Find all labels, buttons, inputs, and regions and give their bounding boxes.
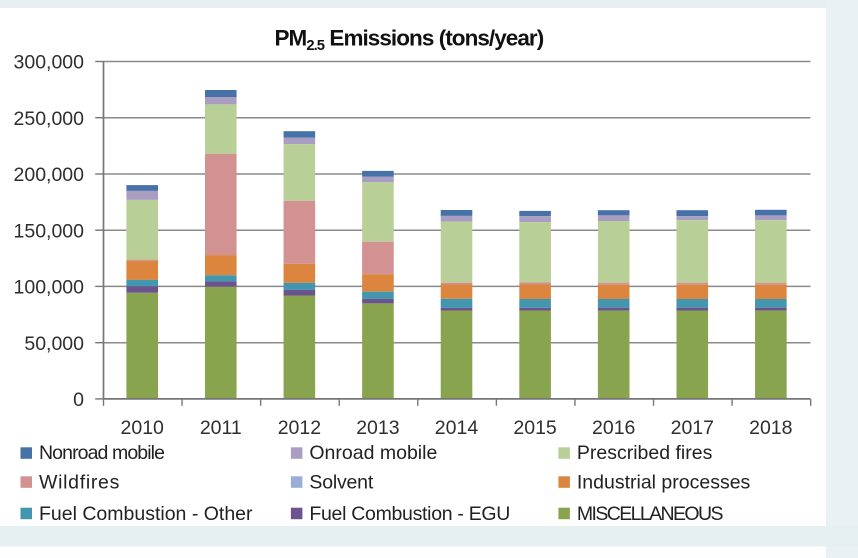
svg-text:Fuel Combustion - Other: Fuel Combustion - Other xyxy=(39,503,253,525)
svg-text:Industrial processes: Industrial processes xyxy=(577,471,751,493)
svg-text:2013: 2013 xyxy=(356,417,399,439)
svg-text:2014: 2014 xyxy=(435,417,479,439)
svg-text:2015: 2015 xyxy=(513,417,557,439)
svg-text:Prescribed fires: Prescribed fires xyxy=(577,442,713,464)
svg-text:100,000: 100,000 xyxy=(14,277,85,299)
svg-text:250,000: 250,000 xyxy=(14,108,85,130)
svg-text:Fuel Combustion - EGU: Fuel Combustion - EGU xyxy=(309,503,510,525)
svg-text:0: 0 xyxy=(73,389,84,411)
svg-text:300,000: 300,000 xyxy=(14,52,85,74)
svg-text:Onroad mobile: Onroad mobile xyxy=(309,442,437,464)
svg-text:Wildfires: Wildfires xyxy=(39,471,120,493)
svg-text:Solvent: Solvent xyxy=(309,471,373,493)
svg-text:2018: 2018 xyxy=(749,417,792,439)
svg-text:150,000: 150,000 xyxy=(14,220,85,242)
svg-text:200,000: 200,000 xyxy=(14,164,85,186)
svg-text:2010: 2010 xyxy=(121,417,165,439)
svg-text:2011: 2011 xyxy=(200,417,242,439)
svg-text:Nonroad mobile: Nonroad mobile xyxy=(39,442,164,464)
svg-text:2012: 2012 xyxy=(278,417,321,439)
svg-text:2017: 2017 xyxy=(671,417,714,439)
svg-text:MISCELLANEOUS: MISCELLANEOUS xyxy=(577,503,724,525)
svg-text:50,000: 50,000 xyxy=(24,333,84,355)
svg-text:2016: 2016 xyxy=(592,417,635,439)
